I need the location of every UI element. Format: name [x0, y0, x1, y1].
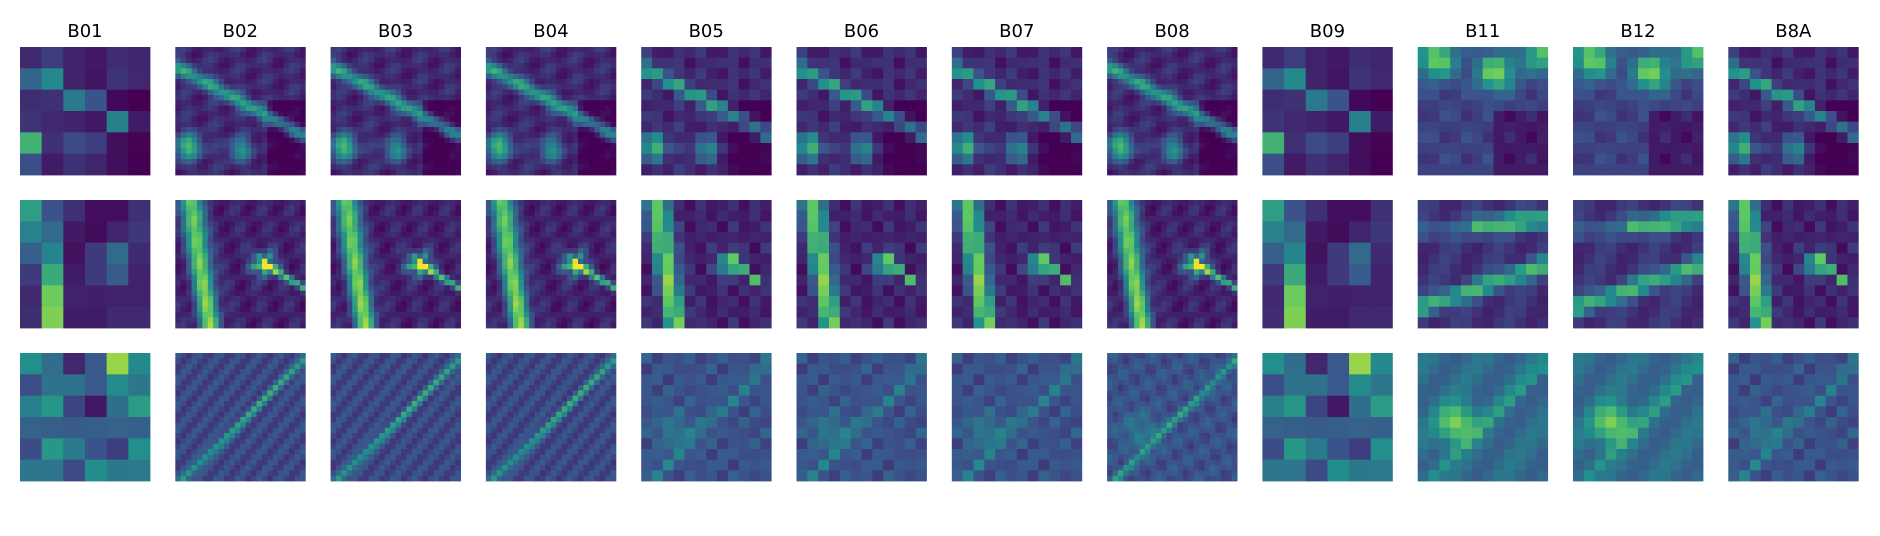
- panel-b05-row-1: [641, 47, 772, 176]
- band-title-b04: B04: [533, 21, 568, 42]
- band-title-b09: B09: [1310, 21, 1345, 42]
- band-titles: B01 B02 B03 B04 B05 B06 B07 B08 B09 B11 B12 B8A: [67, 21, 1812, 42]
- panel-b03-row-3: [330, 353, 461, 482]
- band-title-b03: B03: [378, 21, 413, 42]
- panel-b8a-row-1: [1728, 47, 1859, 176]
- band-title-b11: B11: [1465, 21, 1500, 42]
- band-title-b06: B06: [844, 21, 879, 42]
- band-title-b02: B02: [223, 21, 258, 42]
- panel-b09-row-1: [1262, 47, 1393, 176]
- panel-b04-row-1: [485, 47, 617, 176]
- panel-b08-row-1: [1107, 47, 1238, 176]
- band-title-b01: B01: [67, 21, 102, 42]
- panel-b12-row-3: [1573, 353, 1704, 482]
- band-panels: [20, 47, 1859, 482]
- panel-b09-row-3: [1262, 353, 1393, 482]
- panel-b08-row-2: [1107, 200, 1238, 329]
- panel-b06-row-1: [796, 47, 927, 176]
- panel-b8a-row-2: [1728, 200, 1859, 329]
- panel-b04-row-3: [485, 353, 617, 482]
- panel-b8a-row-3: [1728, 353, 1859, 482]
- panel-b09-row-2: [1262, 200, 1393, 329]
- panel-b12-row-1: [1573, 47, 1704, 176]
- panel-b01-row-1: [20, 47, 151, 176]
- panel-b04-row-2: [485, 200, 617, 329]
- panel-b11-row-3: [1417, 353, 1549, 482]
- panel-b01-row-3: [20, 353, 151, 482]
- panel-b06-row-3: [796, 353, 927, 482]
- band-title-b05: B05: [689, 21, 724, 42]
- panel-b11-row-1: [1417, 47, 1549, 176]
- panel-b02-row-2: [175, 200, 306, 329]
- panel-b12-row-2: [1573, 200, 1704, 329]
- panel-b08-row-3: [1107, 353, 1238, 482]
- panel-b07-row-1: [951, 47, 1083, 176]
- panel-b01-row-2: [20, 200, 151, 329]
- panel-b05-row-2: [641, 200, 772, 329]
- panel-b07-row-3: [951, 353, 1083, 482]
- panel-b03-row-1: [330, 47, 461, 176]
- panel-b06-row-2: [796, 200, 927, 329]
- panel-b02-row-1: [175, 47, 306, 176]
- panel-b05-row-3: [641, 353, 772, 482]
- band-title-b08: B08: [1154, 21, 1189, 42]
- panel-b07-row-2: [951, 200, 1083, 329]
- panel-b02-row-3: [175, 353, 306, 482]
- band-title-b8a: B8A: [1775, 21, 1812, 42]
- band-title-b12: B12: [1620, 21, 1655, 42]
- panel-b03-row-2: [330, 200, 461, 329]
- panel-b11-row-2: [1417, 200, 1549, 329]
- band-title-b07: B07: [999, 21, 1034, 42]
